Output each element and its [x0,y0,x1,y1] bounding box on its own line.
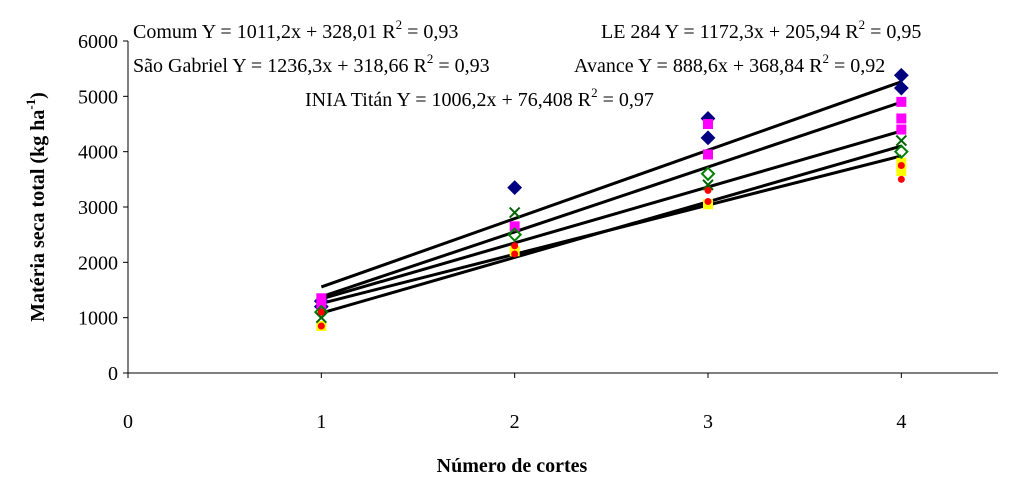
equation: Avance Y = 888,6x + 368,84 R2 = 0,92 [574,51,885,77]
equation-tail: = 0,97 [603,89,654,111]
x-tick-label: 1 [316,411,326,433]
trend-line [320,129,902,301]
point [896,113,907,124]
point [893,67,909,83]
point [896,96,907,107]
equation-text: LE 284 Y = 1172,3x + 205,94 R [601,21,859,43]
equation-tail: = 0,92 [834,55,885,77]
equation-text: São Gabriel Y = 1236,3x + 318,66 R [133,55,427,77]
point [316,293,327,304]
equation: Comum Y = 1011,2x + 328,01 R2 = 0,93 [133,17,458,43]
equation-tail: = 0,95 [870,21,921,43]
x-tick-label: 0 [123,411,133,433]
point [896,166,907,177]
equation-sup: 2 [859,17,866,32]
y-axis-label: Matéria seca total (kg ha-1) [23,92,49,322]
x-tick-label: 4 [896,411,906,433]
point [509,221,520,232]
point [507,180,523,196]
point [700,166,716,182]
y-label-sup: -1 [23,99,38,110]
equation-text: INIA Titán Y = 1006,2x + 76,408 R [305,89,592,111]
point [703,119,713,129]
y-tick-label: 4000 [78,142,118,164]
point [511,242,519,250]
point [507,227,523,243]
x-tick-label: 2 [510,411,520,433]
y-tick-label: 1000 [78,308,118,330]
point [897,162,905,169]
x-axis-label: Número de cortes [437,455,588,477]
point [508,206,521,219]
point [897,175,905,183]
point [895,134,908,147]
equation-sup: 2 [591,85,598,100]
equation-tail: = 0,93 [407,21,458,43]
point [315,311,328,324]
x-tick-label: 3 [703,411,713,433]
equation: INIA Titán Y = 1006,2x + 76,408 R2 = 0,97 [305,85,654,111]
trend-line [320,144,902,315]
point [317,322,325,330]
point [700,130,716,146]
point [893,144,909,160]
point [511,250,519,258]
point [317,308,325,316]
y-label-text: Matéria seca total (kg ha [27,110,49,322]
equation: LE 284 Y = 1172,3x + 205,94 R2 = 0,95 [601,17,921,43]
point [896,124,907,135]
point [702,179,714,191]
y-tick-label: 5000 [78,86,118,108]
point [316,298,327,309]
y-tick-label: 3000 [78,197,118,219]
trend-line [320,80,902,289]
y-tick-label: 0 [108,363,118,385]
y-tick-label: 2000 [78,252,118,274]
point [893,80,909,96]
equation-sup: 2 [396,17,403,32]
equation-text: Comum Y = 1011,2x + 328,01 R [133,21,396,43]
equation: São Gabriel Y = 1236,3x + 318,66 R2 = 0,9… [133,51,490,77]
y-tick-label: 6000 [78,31,118,53]
y-label-tail: ) [27,92,49,99]
point [703,149,713,160]
equation-sup: 2 [822,51,829,66]
equation-tail: = 0,93 [438,55,489,77]
equation-sup: 2 [427,51,434,66]
equation-text: Avance Y = 888,6x + 368,84 R [574,55,823,77]
trend-line [320,100,902,299]
point [704,197,712,205]
point [704,186,712,194]
